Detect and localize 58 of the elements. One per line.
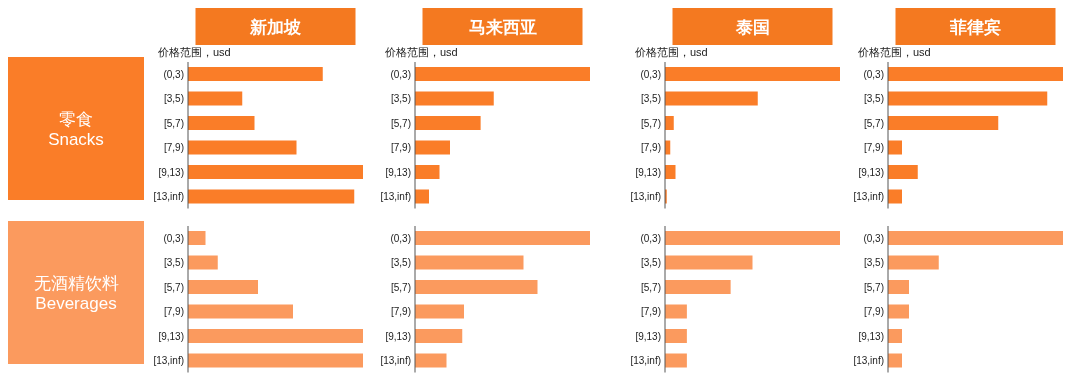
- y-tick-label: [7,9): [163, 306, 184, 317]
- y-tick-label: [5,7): [163, 281, 184, 293]
- y-tick-label: [7,9): [640, 142, 661, 153]
- y-tick-label: [5,7): [640, 117, 661, 129]
- y-tick-label: [13,inf): [380, 191, 411, 202]
- y-tick-label: [9,13): [385, 330, 411, 342]
- chart-title: 新加坡: [249, 18, 302, 37]
- y-tick-label: (0,3): [863, 68, 884, 80]
- y-tick-label: [13,inf): [630, 191, 661, 202]
- y-tick-label: [3,5): [163, 93, 184, 104]
- y-tick-label: [3,5): [163, 257, 184, 268]
- y-tick-label: (0,3): [390, 232, 411, 244]
- chart-title: 马来西亚: [468, 18, 537, 37]
- text: 价格范围，usd: [857, 46, 931, 58]
- y-tick-label: [3,5): [640, 93, 661, 104]
- y-tick-label: [13,inf): [153, 355, 184, 366]
- y-tick-label: [7,9): [863, 306, 884, 317]
- y-tick-label: [13,inf): [630, 355, 661, 366]
- y-tick-label: [9,13): [635, 166, 661, 178]
- y-tick-label: [5,7): [640, 281, 661, 293]
- text: 价格范围，usd: [634, 46, 708, 58]
- y-tick-label: [3,5): [390, 257, 411, 268]
- y-tick-label: [13,inf): [380, 355, 411, 366]
- y-tick-label: [9,13): [385, 166, 411, 178]
- y-tick-label: [3,5): [390, 93, 411, 104]
- y-tick-label: [5,7): [390, 281, 411, 293]
- y-tick-label: [5,7): [390, 117, 411, 129]
- y-tick-label: [9,13): [635, 330, 661, 342]
- y-tick-label: [7,9): [163, 142, 184, 153]
- y-tick-label: (0,3): [163, 232, 184, 244]
- y-tick-label: [5,7): [163, 117, 184, 129]
- y-tick-label: [9,13): [158, 330, 184, 342]
- y-tick-label: (0,3): [390, 68, 411, 80]
- y-tick-label: (0,3): [163, 68, 184, 80]
- y-tick-label: [9,13): [858, 330, 884, 342]
- text: 价格范围，usd: [384, 46, 458, 58]
- y-axis-title: 零食 Snacks: [48, 109, 104, 149]
- y-axis-title: 无酒精饮料 Beverages: [33, 273, 119, 313]
- y-tick-label: [5,7): [863, 281, 884, 293]
- y-tick-label: [9,13): [858, 166, 884, 178]
- y-tick-label: (0,3): [640, 68, 661, 80]
- y-tick-label: [7,9): [390, 306, 411, 317]
- y-tick-label: (0,3): [863, 232, 884, 244]
- y-tick-label: [7,9): [390, 142, 411, 153]
- y-tick-label: [7,9): [640, 306, 661, 317]
- y-tick-label: (0,3): [640, 232, 661, 244]
- y-tick-label: [13,inf): [153, 191, 184, 202]
- y-tick-label: [3,5): [863, 257, 884, 268]
- chart-title: 菲律宾: [949, 18, 1001, 37]
- y-tick-label: [5,7): [863, 117, 884, 129]
- y-tick-label: [7,9): [863, 142, 884, 153]
- y-tick-label: [3,5): [863, 93, 884, 104]
- y-tick-label: [13,inf): [853, 191, 884, 202]
- y-tick-label: [3,5): [640, 257, 661, 268]
- y-tick-label: [9,13): [158, 166, 184, 178]
- y-tick-label: [13,inf): [853, 355, 884, 366]
- chart-title: 泰国: [734, 18, 770, 37]
- text: 价格范围，usd: [157, 46, 231, 58]
